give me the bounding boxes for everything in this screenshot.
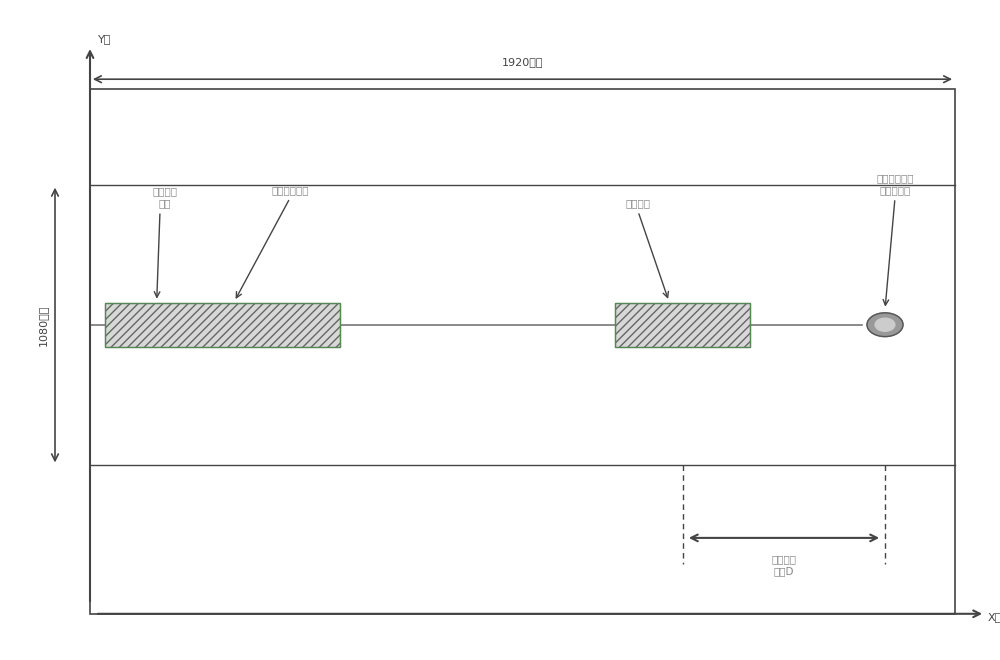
Text: 飞剪剪切中心
位置色标点: 飞剪剪切中心 位置色标点 (876, 173, 914, 195)
Text: 工艺设备区域: 工艺设备区域 (271, 185, 309, 195)
Bar (90, 89, 955, 614)
Circle shape (875, 318, 895, 331)
Bar (615, 303, 750, 346)
Text: 时间识别
测点: 时间识别 测点 (152, 186, 178, 208)
Text: 1080像素: 1080像素 (38, 304, 48, 346)
Text: Y轴: Y轴 (98, 34, 111, 44)
Bar (105, 303, 340, 346)
Text: 1920像素: 1920像素 (502, 57, 543, 67)
Text: 飞剪启动
位置D: 飞剪启动 位置D (772, 554, 796, 576)
Text: 监控区域: 监控区域 (626, 198, 650, 208)
Bar (615, 303, 750, 346)
Circle shape (867, 313, 903, 337)
Bar (105, 303, 340, 346)
Text: X轴: X轴 (988, 612, 1000, 622)
